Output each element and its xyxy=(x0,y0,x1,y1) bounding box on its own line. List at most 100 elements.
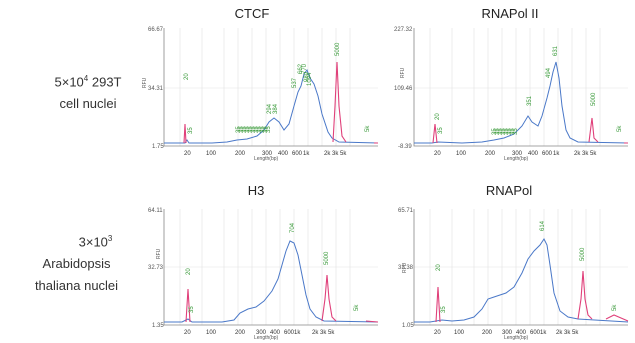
rnapol-xtick-0: 20 xyxy=(434,330,441,336)
h3-xtick-9: 5k xyxy=(328,330,335,336)
ctcf-xtick-2: 200 xyxy=(235,151,246,157)
electropherogram-ctcf-svg: 66.67 34.31 1.75 RFU 20 100 200 300 400 … xyxy=(142,27,379,162)
rnapol2-peak-13: 5000 xyxy=(591,92,597,106)
ctcf-peak-8: 35 xyxy=(254,126,260,133)
ctcf-xtick-7: 2k xyxy=(324,151,331,157)
row-label-arabidopsis-line1: 3×10 xyxy=(78,234,108,250)
rnapol-ylabel: RFU xyxy=(402,262,408,273)
rnapol-peak-labels: 20 35 614 5000 5k xyxy=(436,220,618,313)
rnapol2-xtick-5: 600 xyxy=(542,151,553,157)
ctcf-markers xyxy=(183,61,378,144)
h3-ytick-2: 1.35 xyxy=(152,323,164,329)
h3-peak-0: 20 xyxy=(186,268,192,275)
ctcf-peak-16: 662 xyxy=(298,63,304,74)
row-label-arabidopsis-line3: thaliana nuclei xyxy=(34,278,119,294)
rnapol2-peak-9: 35 xyxy=(513,128,519,135)
ctcf-ytick-0: 66.67 xyxy=(148,27,164,33)
rnapol2-xtick-2: 200 xyxy=(485,151,496,157)
ctcf-ylabel: RFU xyxy=(142,77,148,88)
ctcf-peak-5: 35 xyxy=(245,126,251,133)
row-label-arabidopsis-line2: Arabidopsis xyxy=(42,256,111,272)
rnapol2-peak-6: 35 xyxy=(504,128,510,135)
rnapol-ytick-0: 65.71 xyxy=(398,208,414,214)
h3-peak-3: 5000 xyxy=(324,251,330,265)
electropherogram-ctcf: 66.67 34.31 1.75 RFU 20 100 200 300 400 … xyxy=(142,26,382,162)
ctcf-peak-labels: 20 35 35 35 35 35 35 35 35 35 35 35 35 2… xyxy=(184,42,371,134)
ctcf-xtick-0: 20 xyxy=(184,151,191,157)
h3-markers xyxy=(185,274,379,323)
electropherogram-h3: 64.11 32.73 1.35 RFU 20 100 200 300 400 … xyxy=(142,203,382,341)
rnapol2-peak-5: 35 xyxy=(501,128,507,135)
rnapol2-xtick-0: 20 xyxy=(434,151,441,157)
rnapol2-ytick-2: -8.39 xyxy=(398,144,412,150)
ctcf-peak-15: 537 xyxy=(292,77,298,88)
electropherogram-rnapol2-svg: 227.32 109.46 -8.39 RFU 20 100 200 300 4… xyxy=(394,27,629,162)
row-label-293t-sup: 4 xyxy=(83,74,89,83)
h3-ytick-0: 64.11 xyxy=(148,208,163,214)
ctcf-peak-4: 35 xyxy=(242,126,248,133)
h3-peak-labels: 20 35 704 5000 5k xyxy=(186,222,360,313)
rnapol2-ylabel: RFU xyxy=(400,67,406,78)
ctcf-xtick-5: 600 xyxy=(292,151,303,157)
electropherogram-h3-svg: 64.11 32.73 1.35 RFU 20 100 200 300 400 … xyxy=(148,208,379,341)
ctcf-peak-12: 35 xyxy=(266,126,272,133)
ctcf-xtick-4: 400 xyxy=(278,151,289,157)
panel-title-rnapol2: RNAPol II xyxy=(481,6,539,21)
rnapol-trace xyxy=(414,238,629,323)
electropherogram-rnapol-svg: 65.71 33.38 1.05 RFU 20 100 200 300 400 … xyxy=(398,208,629,341)
ctcf-xtick-6: 1k xyxy=(303,151,310,157)
rnapol-xtick-6: 1k xyxy=(540,330,547,336)
h3-ylabel: RFU xyxy=(156,248,162,259)
rnapol2-xtick-4: 400 xyxy=(528,151,539,157)
rnapol-peak-0: 20 xyxy=(436,264,442,271)
h3-xtick-2: 200 xyxy=(235,330,246,336)
row-label-293t: 5×104 293T cell nuclei xyxy=(28,68,148,115)
rnapol-peak-3: 5000 xyxy=(580,247,586,261)
rnapol2-xtick-7: 2k xyxy=(574,151,581,157)
ctcf-peak-10: 35 xyxy=(260,126,266,133)
h3-xtick-7: 2k xyxy=(312,330,319,336)
h3-trace xyxy=(164,240,379,323)
rnapol2-peak-7: 35 xyxy=(507,128,513,135)
row-label-arabidopsis: 3×103 Arabidopsis thaliana nuclei xyxy=(14,228,139,297)
electropherogram-rnapol2: 227.32 109.46 -8.39 RFU 20 100 200 300 4… xyxy=(392,26,632,162)
ctcf-peak-7: 35 xyxy=(251,126,257,133)
rnapol-xtick-8: 3k xyxy=(564,330,571,336)
ctcf-peak-3: 35 xyxy=(239,126,245,133)
ctcf-peak-13: 294 xyxy=(267,103,273,114)
rnapol2-xtick-6: 1k xyxy=(553,151,560,157)
rnapol2-xtick-8: 3k xyxy=(582,151,589,157)
ctcf-peak-2: 35 xyxy=(236,126,242,133)
rnapol2-peak-labels: 20 35 35 35 35 35 35 35 35 35 351 494 63… xyxy=(435,45,623,135)
h3-xtick-4: 400 xyxy=(270,330,281,336)
ctcf-trace xyxy=(164,68,379,144)
ctcf-peak-9: 35 xyxy=(257,126,263,133)
rnapol2-markers xyxy=(432,117,628,144)
rnapol-xtick-9: 5k xyxy=(572,330,579,336)
h3-xtick-6: 1k xyxy=(294,330,301,336)
ctcf-xtick-8: 3k xyxy=(332,151,339,157)
rnapol2-peak-12: 631 xyxy=(553,45,559,56)
h3-xlabel: Length(bp) xyxy=(254,335,279,341)
rnapol2-peak-1: 35 xyxy=(438,127,444,134)
row-label-293t-line1b: 293T xyxy=(88,74,122,90)
ctcf-xtick-1: 100 xyxy=(206,151,217,157)
h3-xtick-8: 3k xyxy=(320,330,327,336)
row-label-293t-line2: cell nuclei xyxy=(59,96,117,112)
rnapol2-xlabel: Length(bp) xyxy=(504,156,529,162)
rnapol-xlabel: Length(bp) xyxy=(504,335,529,341)
h3-axes xyxy=(163,209,378,326)
ctcf-peak-1: 35 xyxy=(188,127,194,134)
ctcf-ytick-1: 34.31 xyxy=(148,86,164,92)
h3-peak-2: 704 xyxy=(290,222,296,233)
ctcf-peak-11: 35 xyxy=(263,126,269,133)
rnapol2-peak-14: 5k xyxy=(617,125,623,132)
rnapol2-ytick-0: 227.32 xyxy=(394,27,413,33)
panel-title-ctcf: CTCF xyxy=(234,6,270,21)
rnapol-xtick-3: 300 xyxy=(502,330,513,336)
ctcf-peak-19: 1094 xyxy=(307,72,313,86)
ctcf-xticks: 20 100 200 300 400 600 1k 2k 3k 5k xyxy=(184,151,347,157)
h3-xtick-0: 20 xyxy=(184,330,191,336)
h3-xtick-5: 600 xyxy=(284,330,295,336)
rnapol2-xtick-3: 300 xyxy=(512,151,523,157)
